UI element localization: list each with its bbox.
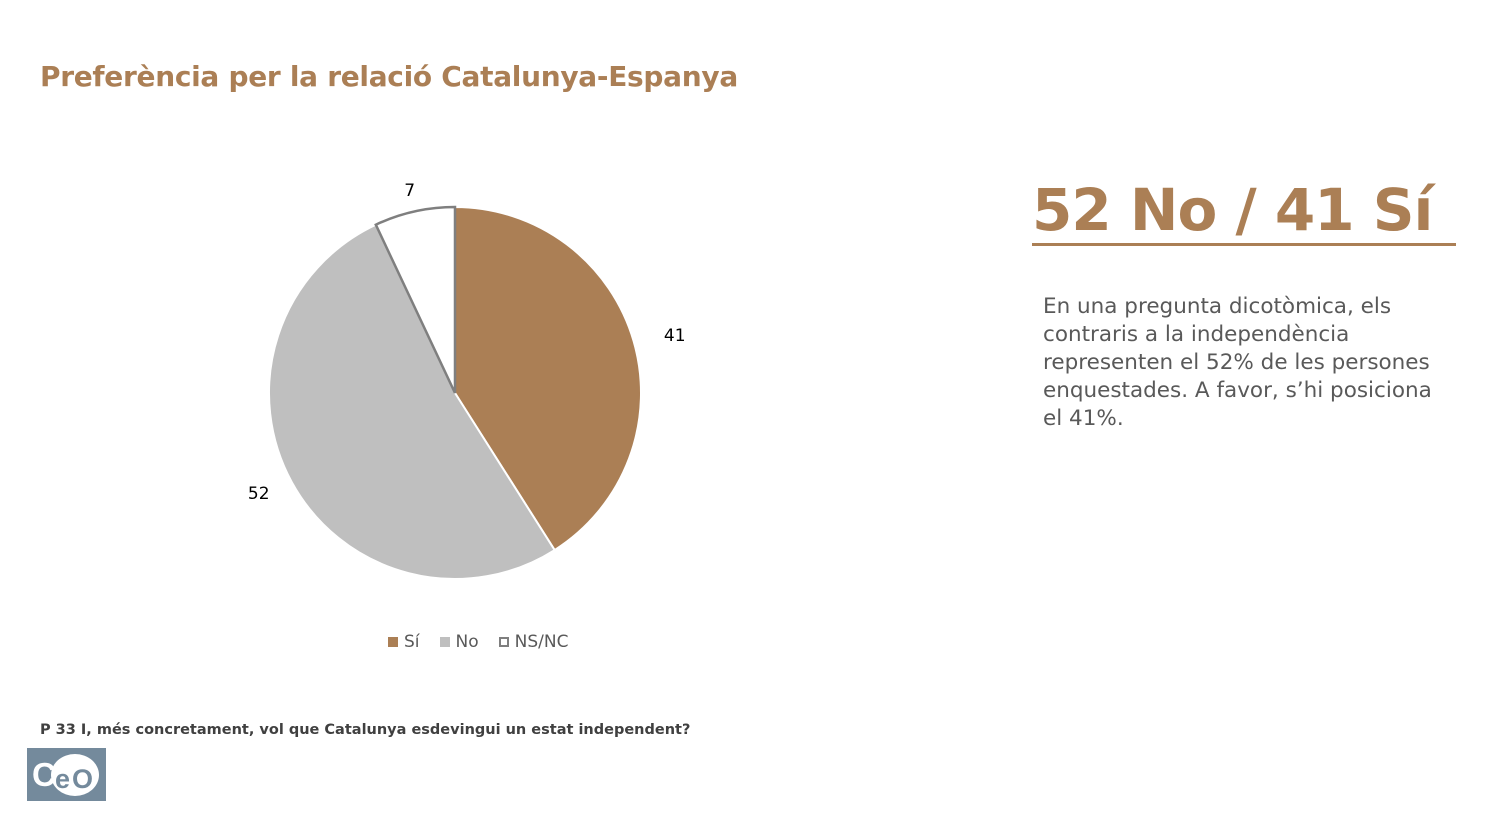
legend-label-no: No	[455, 632, 479, 652]
survey-question: P 33 I, més concretament, vol que Catalu…	[40, 722, 691, 738]
pie-slice-no	[268, 223, 557, 580]
svg-text:O: O	[72, 764, 93, 794]
chart-legend: Sí No NS/NC	[388, 632, 568, 652]
legend-swatch-si	[388, 637, 398, 647]
data-label-nsnc: 7	[404, 181, 415, 201]
legend-item-si: Sí	[388, 632, 420, 652]
legend-item-no: No	[439, 632, 479, 652]
data-label-si: 41	[664, 326, 686, 346]
headline-underline	[1032, 243, 1456, 246]
legend-label-si: Sí	[404, 632, 420, 652]
ceo-logo: C e O	[27, 748, 106, 801]
svg-text:C: C	[32, 756, 56, 793]
legend-swatch-nsnc	[498, 637, 509, 647]
chart-title: Preferència per la relació Catalunya-Esp…	[40, 60, 738, 93]
svg-text:e: e	[55, 764, 70, 794]
pie-slice-nsnc	[374, 205, 457, 394]
legend-label-nsnc: NS/NC	[514, 632, 569, 652]
headline-result: 52 No / 41 Sí	[1032, 176, 1433, 244]
data-label-no: 52	[248, 484, 270, 504]
legend-item-nsnc: NS/NC	[498, 632, 569, 652]
pie-slice-si	[454, 205, 642, 552]
legend-swatch-no	[439, 637, 450, 647]
result-description: En una pregunta dicotòmica, els contrari…	[1043, 294, 1432, 431]
